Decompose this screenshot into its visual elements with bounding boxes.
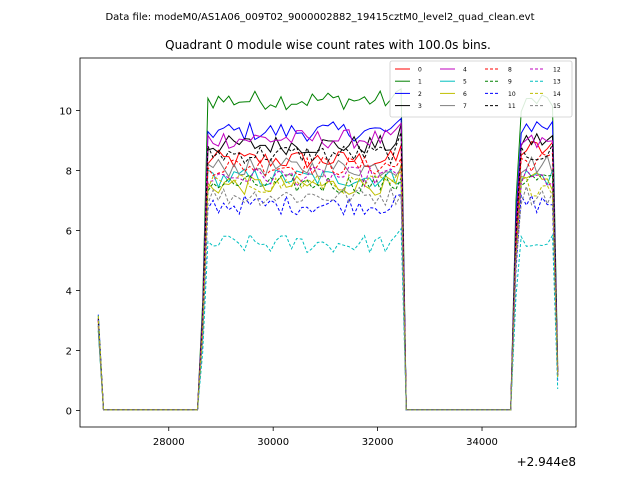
axes-frame	[79, 57, 577, 428]
legend-label-5: 5	[463, 79, 467, 86]
legend-label-9: 9	[508, 79, 512, 86]
legend-label-11: 11	[508, 103, 516, 110]
series-line-14	[97, 169, 559, 411]
legend-label-1: 1	[418, 79, 422, 86]
chart-title: Quadrant 0 module wise count rates with …	[165, 38, 491, 52]
plot-lines	[97, 88, 559, 411]
legend-label-15: 15	[553, 103, 561, 110]
legend-label-3: 3	[418, 103, 422, 110]
y-axis: 0 2 4 6 8 10	[59, 107, 80, 418]
series-line-15	[97, 184, 559, 411]
y-tick-label: 10	[59, 107, 72, 118]
y-tick-label: 2	[66, 347, 72, 358]
legend-box	[389, 60, 573, 118]
y-tick-label: 6	[66, 227, 72, 238]
legend-label-8: 8	[508, 67, 512, 74]
legend-label-12: 12	[553, 67, 561, 74]
x-tick-label: 28000	[153, 437, 185, 448]
x-tick-label: 32000	[362, 437, 394, 448]
legend-label-4: 4	[463, 67, 467, 74]
y-tick-label: 4	[66, 287, 72, 298]
legend-label-7: 7	[463, 103, 467, 110]
legend-label-6: 6	[463, 91, 467, 98]
y-tick-label: 8	[66, 167, 72, 178]
suptitle: Data file: modeM0/AS1A06_009T02_90000028…	[105, 12, 534, 23]
legend-label-0: 0	[418, 67, 422, 74]
x-offset-label: +2.944e8	[517, 455, 576, 469]
y-tick-label: 0	[66, 407, 72, 418]
x-tick-label: 34000	[466, 437, 498, 448]
x-axis: 28000 30000 32000 34000	[153, 427, 498, 448]
legend-label-2: 2	[418, 91, 422, 98]
legend-label-10: 10	[508, 91, 516, 98]
legend-label-13: 13	[553, 79, 561, 86]
legend-label-14: 14	[553, 91, 561, 98]
x-tick-label: 30000	[257, 437, 289, 448]
